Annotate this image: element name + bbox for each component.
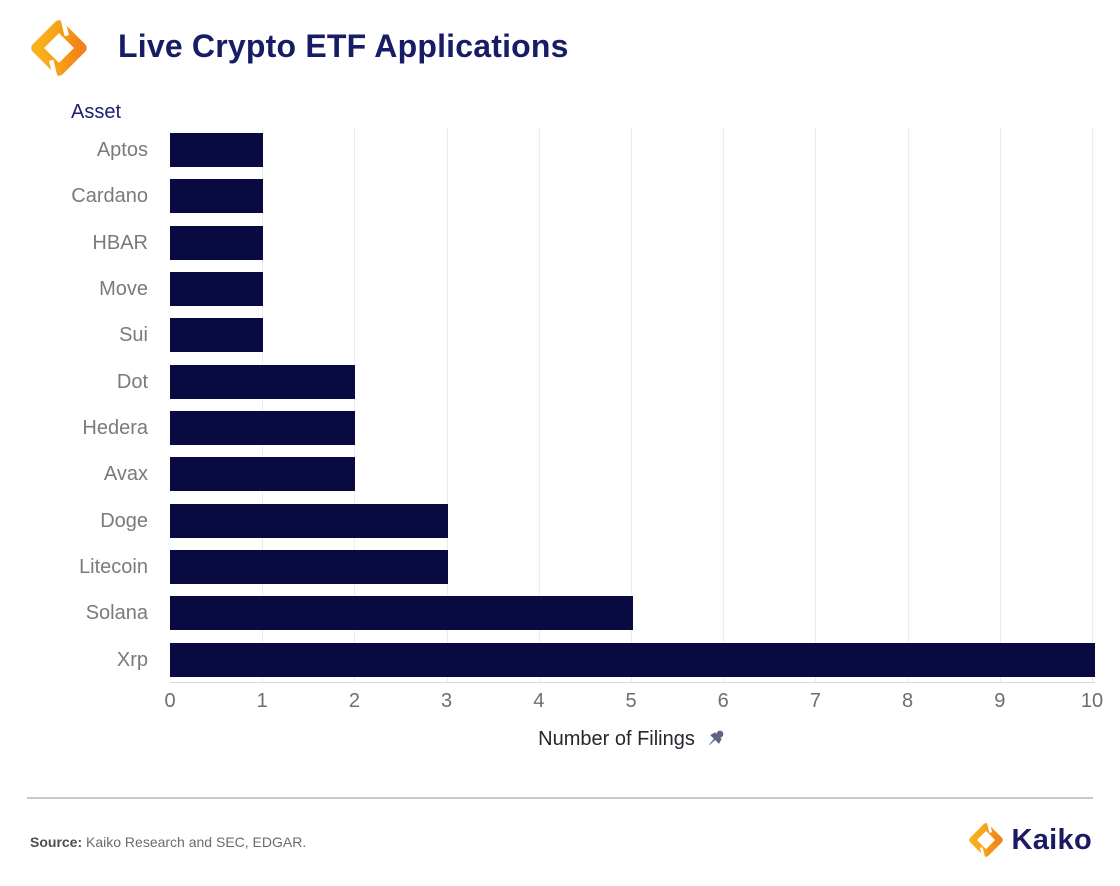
x-tick-label: 3 [441,690,453,712]
x-tick-label: 8 [902,690,914,712]
bar [170,642,1095,677]
category-label: Cardano [71,185,148,208]
pushpin-icon [708,730,724,746]
x-tick-label: 4 [533,690,545,712]
page-title: Live Crypto ETF Applications [118,28,569,64]
category-label: Dot [116,370,148,393]
x-tick-label: 7 [809,690,821,712]
x-tick-label: 2 [348,690,360,712]
bar [170,364,355,399]
bar [170,596,633,631]
category-label: Avax [103,463,148,486]
category-label: Xrp [116,648,148,671]
category-label: Solana [85,602,148,625]
bar [170,411,355,446]
x-axis-title: Number of Filings [170,727,1095,751]
category-label: Aptos [96,139,148,161]
bar [170,457,355,492]
bar [170,133,263,168]
kaiko-logo-icon [31,20,87,76]
source-label: Source: [30,834,83,850]
grid-line [723,127,725,682]
grid-line [999,127,1001,682]
kaiko-logo-icon [968,823,1003,857]
grid-line [354,127,356,682]
grid-line [538,127,540,682]
footer-divider [27,797,1093,799]
category-label: Move [99,277,148,300]
category-label: Sui [119,324,148,347]
grid-line [631,127,632,682]
grid-line [815,127,817,682]
category-label: Litecoin [79,555,148,578]
bar [170,225,263,260]
source-text: Kaiko Research and SEC, EDGAR. [82,834,307,850]
bar [170,318,263,353]
plot-area [170,127,1095,683]
bar [170,503,448,538]
bar [170,179,263,214]
footer-brand: Kaiko [968,823,1092,857]
x-tick-label: 1 [256,690,268,712]
grid-line [907,127,909,682]
category-axis-label: Asset [71,101,122,123]
grid-line [1092,127,1093,682]
category-label: HBAR [92,231,148,254]
x-tick-label: 9 [994,690,1006,712]
x-tick-label: 0 [164,690,176,712]
category-label: Doge [100,509,148,532]
x-tick-label: 10 [1080,690,1104,712]
bar [170,272,263,307]
x-tick-label: 5 [625,690,637,712]
brand-wordmark: Kaiko [1011,823,1092,856]
category-label: Hedera [82,416,148,439]
bar [170,550,448,585]
source-line: Source: Kaiko Research and SEC, EDGAR. [30,834,306,850]
x-tick-label: 6 [717,690,729,712]
grid-line [262,127,264,682]
grid-line [446,127,448,682]
category-labels: Aptos Cardano HBAR Move Sui Dot Hedera Avax Doge… [0,127,158,683]
x-axis-title-text: Number of Filings [538,727,695,750]
x-ticks: 0 1 2 3 4 5 6 7 8 9 10 [164,690,1103,714]
